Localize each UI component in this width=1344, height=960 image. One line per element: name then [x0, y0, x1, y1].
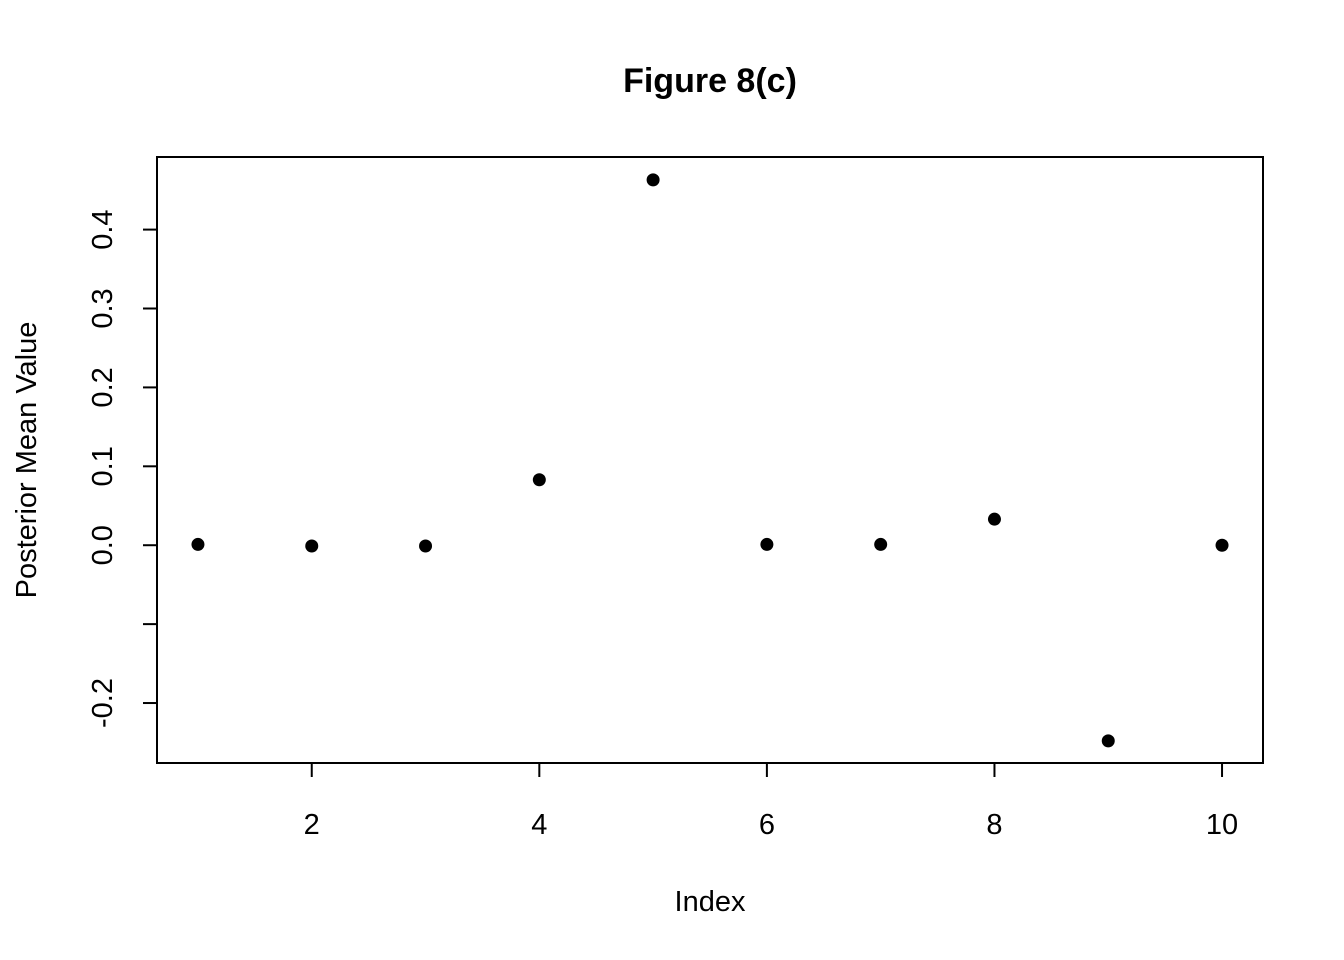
- x-axis: 2 4 6 8 10: [304, 763, 1238, 841]
- data-points: [191, 173, 1229, 748]
- data-point: [1101, 734, 1115, 748]
- x-tick-label: 10: [1206, 809, 1238, 841]
- y-tick-label: 0.4: [87, 209, 119, 249]
- y-axis-title: Posterior Mean Value: [11, 322, 43, 599]
- data-point: [305, 539, 319, 553]
- x-tick-label: 4: [531, 809, 547, 841]
- data-point: [874, 537, 888, 551]
- y-tick-label: -0.2: [87, 678, 119, 728]
- y-tick-label: 0.3: [87, 288, 119, 328]
- data-point: [532, 473, 546, 487]
- data-point: [646, 173, 660, 187]
- y-tick-label: 0.2: [87, 367, 119, 407]
- data-point: [191, 537, 205, 551]
- y-axis: -0.2 0.0 0.1 0.2 0.3 0.4: [87, 209, 157, 728]
- data-point: [419, 539, 433, 553]
- data-point: [1215, 538, 1229, 552]
- chart-title: Figure 8(c): [623, 62, 797, 100]
- y-tick-label: 0.1: [87, 446, 119, 486]
- data-point: [760, 537, 774, 551]
- data-point: [987, 512, 1001, 526]
- x-tick-label: 6: [759, 809, 775, 841]
- x-tick-label: 2: [304, 809, 320, 841]
- x-axis-title: Index: [675, 886, 746, 918]
- x-tick-label: 8: [986, 809, 1002, 841]
- y-tick-label: 0.0: [87, 525, 119, 565]
- plot-frame: [156, 156, 1264, 764]
